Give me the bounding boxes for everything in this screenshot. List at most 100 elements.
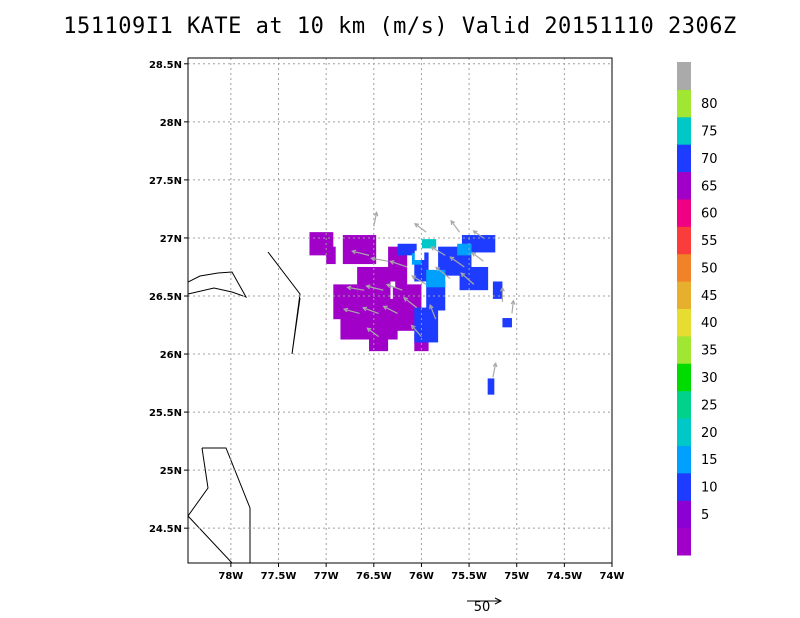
wind-vector-6	[389, 260, 408, 268]
wind-vector-20	[429, 304, 437, 320]
wind-cell-12	[426, 281, 446, 311]
colorbar-label-6: 30	[701, 371, 718, 386]
lat-lon-grid	[188, 58, 613, 563]
wind-vector-7	[430, 246, 446, 256]
colorbar-bin-13	[677, 171, 691, 200]
colorbar-label-13: 65	[701, 179, 718, 194]
lat-tick-label-6: 27.5N	[149, 176, 182, 187]
lon-tick-label-4: 76W	[409, 571, 434, 582]
data-gap-0	[414, 250, 425, 260]
wind-vector-25	[492, 362, 498, 378]
lon-tick-label-2: 77W	[314, 571, 339, 582]
wind-vectors	[342, 211, 516, 378]
colorbar-label-11: 55	[701, 234, 718, 249]
wind-vector-16	[342, 307, 360, 314]
colorbar-bin-5	[677, 390, 691, 419]
coastline-andros-south	[188, 515, 233, 563]
coastline-andros	[202, 447, 251, 563]
wind-vector-9	[471, 252, 484, 262]
lat-tick-label-1: 25N	[160, 466, 182, 477]
colorbar-label-1: 5	[701, 508, 709, 523]
wind-cell-6	[388, 246, 408, 288]
colorbar-bin-4	[677, 418, 691, 446]
wind-cell-22	[457, 243, 472, 256]
wind-cell-13	[414, 307, 439, 343]
lat-tick-label-7: 28N	[160, 118, 182, 129]
wind-vector-13	[411, 275, 427, 285]
coastlines	[188, 251, 301, 563]
wind-vector-11	[365, 284, 384, 291]
wind-vector-17	[361, 306, 379, 314]
colorbar-label-4: 20	[701, 426, 718, 441]
colorbar-bin-6	[677, 363, 691, 392]
colorbar-label-14: 70	[701, 152, 718, 167]
wind-cell-5	[340, 298, 398, 340]
lon-tick-label-3: 76.5W	[356, 571, 392, 582]
lon-tick-label-6: 75W	[504, 571, 529, 582]
coastline-florida-shelf	[267, 251, 301, 355]
colorbar-bin-2	[677, 472, 691, 501]
wind-vector-22	[410, 324, 422, 338]
colorbar-bin-10	[677, 253, 691, 282]
colorbar-bin-14	[677, 144, 691, 173]
lat-tick-label-8: 28.5N	[149, 60, 182, 71]
reference-vector	[467, 597, 503, 605]
wind-cell-19	[487, 378, 495, 395]
lon-tick-label-7: 74.5W	[547, 571, 583, 582]
colorbar-bin-12	[677, 198, 691, 227]
wind-vector-15	[460, 272, 475, 285]
colorbar-bin-9	[677, 281, 691, 309]
wind-vector-21	[366, 327, 379, 338]
wind-vector-5	[370, 256, 389, 262]
wind-vector-19	[403, 297, 418, 309]
plot-frame	[187, 57, 613, 564]
lon-tick-label-1: 77.5W	[261, 571, 297, 582]
wind-vector-23	[499, 286, 505, 302]
wind-cell-2	[342, 235, 377, 265]
colorbar-label-7: 35	[701, 344, 718, 359]
wind-cell-1	[326, 246, 336, 265]
colorbar-bin-15	[677, 116, 691, 145]
colorbar: 5 10 15 20 25 30 35 40 45 50 55 60 65 70 75 80	[677, 62, 718, 556]
reference-vector-label: 50	[473, 600, 491, 615]
wind-cell-18	[502, 318, 512, 328]
chart-title: 151109I1 KATE at 10 km (m/s) Valid 20151…	[63, 14, 737, 39]
wind-vector-1	[414, 222, 427, 233]
colorbar-label-8: 40	[701, 316, 718, 331]
coastline-andros-west	[188, 447, 209, 517]
colorbar-label-12: 60	[701, 207, 718, 222]
wind-vector-18	[382, 305, 398, 314]
colorbar-label-16: 80	[701, 97, 718, 112]
colorbar-label-9: 45	[701, 289, 718, 304]
wind-speed-field	[309, 232, 512, 395]
colorbar-label-3: 15	[701, 453, 718, 468]
colorbar-bin-17	[677, 62, 691, 90]
latitude-ticks: 24.5N 25N 25.5N 26N 26.5N 27N 27.5N 28N 28.5N	[149, 60, 188, 535]
lon-tick-label-5: 75.5W	[451, 571, 487, 582]
lat-tick-label-5: 27N	[160, 234, 182, 245]
colorbar-bin-8	[677, 308, 691, 337]
lat-tick-label-2: 25.5N	[149, 408, 182, 419]
wind-cell-23	[421, 239, 437, 249]
lon-tick-label-8: 74W	[600, 571, 625, 582]
wind-cell-10	[397, 243, 417, 256]
wind-vector-0	[373, 211, 379, 227]
wind-vector-24	[510, 299, 516, 314]
wind-vector-12	[385, 283, 403, 291]
colorbar-bin-7	[677, 335, 691, 364]
wind-vector-8	[449, 256, 465, 268]
longitude-ticks: 78W 77.5W 77W 76.5W 76W 75.5W 75W 74.5W 74W	[218, 563, 624, 582]
colorbar-label-5: 25	[701, 398, 718, 413]
wind-vector-2	[450, 219, 461, 233]
wind-vector-4	[351, 249, 370, 256]
coastline-abaco-north	[188, 271, 248, 298]
wind-cell-21	[426, 269, 446, 288]
lat-tick-label-3: 26N	[160, 350, 182, 361]
colorbar-bin-0	[677, 527, 691, 556]
wind-cell-17	[492, 281, 503, 299]
colorbar-bin-16	[677, 89, 691, 118]
wind-cell-15	[459, 266, 489, 291]
data-gap-1	[390, 281, 396, 288]
colorbar-bin-3	[677, 445, 691, 474]
